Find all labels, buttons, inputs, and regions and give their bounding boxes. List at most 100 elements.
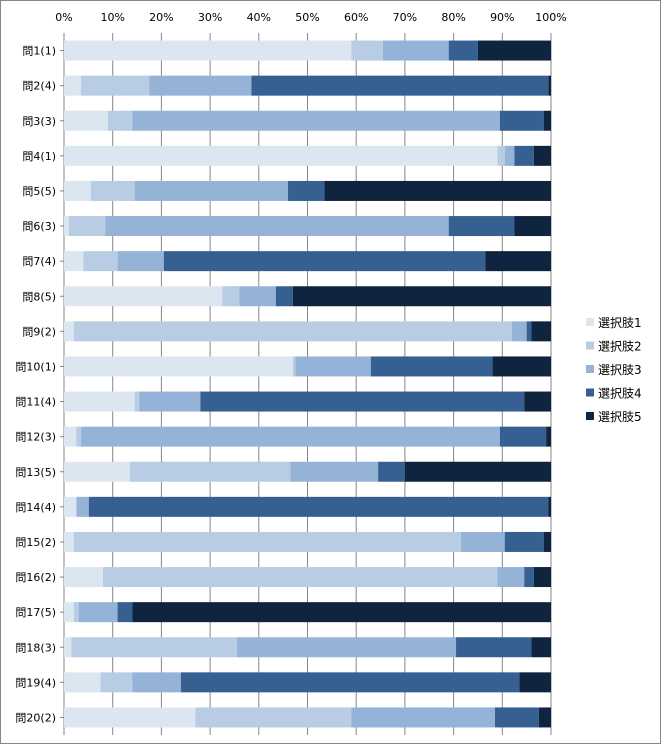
- x-tick-label: 80%: [441, 11, 465, 24]
- bar-segment: [448, 216, 515, 237]
- y-category-label: 問20(2): [15, 711, 56, 724]
- bar-segment: [456, 637, 532, 658]
- bar-segment: [64, 531, 74, 552]
- bar-segment: [351, 707, 495, 728]
- y-category-label: 問9(2): [22, 325, 56, 338]
- bar-segment: [514, 145, 534, 166]
- bar-segment: [117, 602, 133, 623]
- y-category-label: 問13(5): [15, 466, 56, 479]
- x-tick-label: 10%: [100, 11, 124, 24]
- bar-segment: [382, 40, 449, 61]
- bar-segment: [64, 356, 293, 377]
- y-category-label: 問15(2): [15, 536, 56, 549]
- bar-segment: [524, 567, 534, 588]
- bar-segment: [477, 40, 551, 61]
- x-tick-labels: 0% 10% 20% 30% 40% 50% 60% 70% 80% 90% 100%: [55, 11, 566, 24]
- y-category-label: 問6(3): [22, 220, 56, 233]
- bar-segment: [351, 40, 383, 61]
- bar-segment: [251, 75, 549, 96]
- bar-segment: [78, 602, 118, 623]
- bar-segment: [73, 531, 461, 552]
- legend-swatch: [586, 388, 594, 397]
- bar-segment: [295, 356, 371, 377]
- bar-segment: [107, 110, 133, 131]
- bar-segment: [139, 391, 201, 412]
- bar-segment: [195, 707, 352, 728]
- grid-lines: [63, 33, 552, 735]
- y-category-label: 問10(1): [15, 360, 56, 373]
- y-category-label: 問4(1): [22, 150, 56, 163]
- x-tick-label: 40%: [247, 11, 271, 24]
- legend-label: 選択肢1: [598, 315, 642, 330]
- bar-segment: [71, 637, 237, 658]
- bar-segment: [222, 286, 240, 307]
- bar-segment: [64, 216, 69, 237]
- bar-segment: [68, 216, 106, 237]
- bar-segment: [548, 75, 551, 96]
- y-category-label: 問2(4): [22, 80, 56, 93]
- y-category-label: 問18(3): [15, 641, 56, 654]
- x-tick-label: 50%: [295, 11, 319, 24]
- bar-segment: [494, 707, 539, 728]
- y-category-label: 問3(3): [22, 115, 56, 128]
- bar-segment: [290, 461, 379, 482]
- x-tick-label: 30%: [198, 11, 222, 24]
- bar-segment: [288, 180, 325, 201]
- bar-segment: [90, 180, 135, 201]
- bar-segment: [497, 145, 505, 166]
- bar-segment: [64, 707, 196, 728]
- bar-segment: [64, 426, 77, 447]
- legend-label: 選択肢4: [598, 386, 642, 401]
- bar-segment: [524, 391, 551, 412]
- bar-segment: [180, 672, 520, 693]
- bar-segment: [134, 180, 289, 201]
- legend-label: 選択肢5: [598, 409, 642, 424]
- bar-segment: [533, 145, 551, 166]
- bar-segment: [64, 602, 74, 623]
- bar-segment: [239, 286, 276, 307]
- x-tick-label: 20%: [149, 11, 173, 24]
- x-tick-label: 60%: [344, 11, 368, 24]
- bar-segment: [200, 391, 525, 412]
- y-category-label: 問19(4): [15, 676, 56, 689]
- bar-segment: [149, 75, 252, 96]
- legend-swatch: [586, 341, 594, 350]
- bar-segment: [88, 496, 549, 517]
- bar-segment: [100, 672, 133, 693]
- bar-segment: [504, 531, 544, 552]
- legend: 選択肢1 選択肢2 選択肢3 選択肢4 選択肢5: [586, 315, 642, 424]
- bar-segment: [531, 637, 551, 658]
- legend-label: 選択肢2: [598, 339, 642, 354]
- bar-segment: [497, 567, 525, 588]
- x-tick-label: 0%: [55, 11, 72, 24]
- bars: [64, 40, 551, 728]
- bar-segment: [543, 531, 551, 552]
- bar-segment: [64, 180, 91, 201]
- bar-segment: [533, 567, 551, 588]
- y-category-labels: 問1(1) 問2(4) 問3(3) 問4(1) 問5(5) 問6(3) 問7(4) 問8(5)…: [15, 45, 64, 724]
- y-category-label: 問8(5): [22, 290, 56, 303]
- bar-segment: [64, 110, 108, 131]
- y-category-label: 問12(3): [15, 431, 56, 444]
- bar-segment: [324, 180, 551, 201]
- bar-segment: [64, 75, 82, 96]
- bar-segment: [64, 567, 103, 588]
- bar-segment: [73, 321, 513, 342]
- bar-segment: [512, 321, 527, 342]
- y-category-label: 問16(2): [15, 571, 56, 584]
- bar-segment: [378, 461, 405, 482]
- x-tick-label: 70%: [393, 11, 417, 24]
- bar-segment: [543, 110, 551, 131]
- bar-segment: [492, 356, 551, 377]
- bar-segment: [64, 251, 84, 272]
- bar-segment: [105, 216, 449, 237]
- bar-segment: [81, 75, 150, 96]
- bar-segment: [64, 637, 72, 658]
- bar-segment: [73, 602, 79, 623]
- bar-segment: [76, 496, 89, 517]
- x-tick-label: 100%: [535, 11, 566, 24]
- bar-segment: [132, 672, 181, 693]
- bar-segment: [548, 496, 551, 517]
